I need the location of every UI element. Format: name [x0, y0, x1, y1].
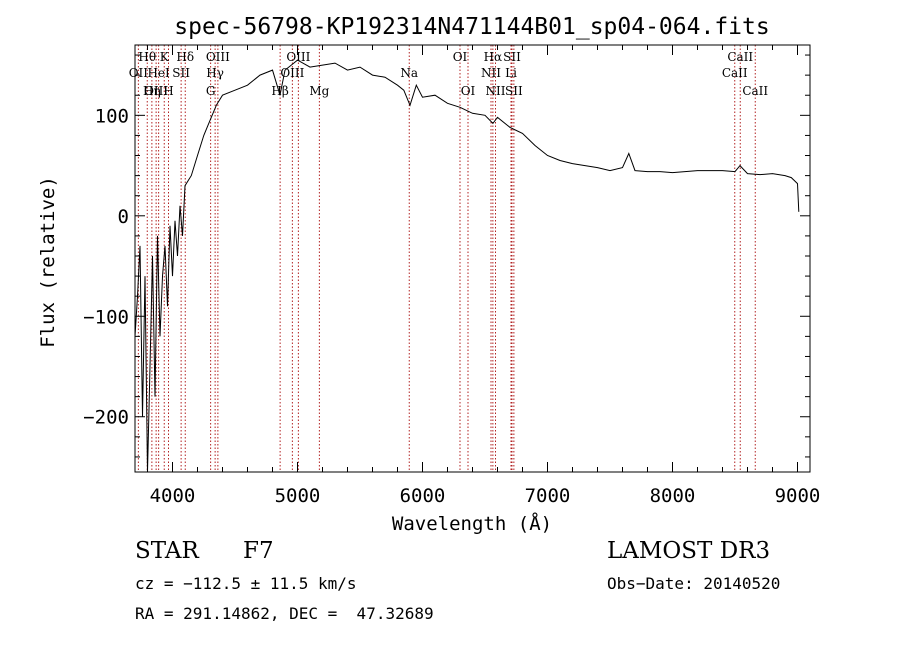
line-label-24: SII	[505, 84, 523, 98]
line-label-16: Na	[400, 66, 418, 80]
line-label-27: CaII	[742, 84, 768, 98]
line-label-21: NII	[481, 66, 501, 80]
x-tick-label: 9000	[775, 485, 821, 507]
y-tick-label: −200	[83, 407, 129, 429]
line-label-2: Hδ	[176, 50, 194, 64]
line-label-8: H	[163, 84, 173, 98]
line-label-12: OIII	[286, 50, 310, 64]
y-axis-label: Flux (relative)	[37, 176, 59, 348]
line-label-7: Hη	[143, 84, 161, 98]
object-class: STAR	[135, 538, 199, 564]
line-label-14: Hβ	[271, 84, 288, 98]
line-label-18: OI	[461, 84, 476, 98]
line-label-10: Hγ	[206, 66, 224, 80]
line-label-9: OIII	[206, 50, 230, 64]
redshift-velocity: cz = −112.5 ± 11.5 km/s	[135, 574, 357, 593]
line-label-23: NII	[486, 84, 506, 98]
line-label-22: Li	[505, 66, 517, 80]
y-tick-label: 100	[95, 105, 129, 127]
line-label-11: G	[206, 84, 216, 98]
x-tick-label: 8000	[650, 485, 696, 507]
chart-title: spec-56798-KP192314N471144B01_sp04-064.f…	[174, 14, 769, 40]
x-tick-label: 5000	[275, 485, 321, 507]
line-label-25: CaII	[727, 50, 753, 64]
coordinates: RA = 291.14862, DEC = 47.32689	[135, 604, 434, 623]
line-label-6: OIII	[144, 84, 168, 98]
spectral-line-markers	[137, 45, 756, 472]
line-label-19: Hα	[484, 50, 503, 64]
plot-frame	[134, 44, 811, 473]
x-tick-label: 6000	[400, 485, 446, 507]
y-tick-label: −100	[83, 306, 129, 328]
spectrum-line	[134, 59, 800, 473]
line-label-20: SII	[503, 50, 521, 64]
object-subclass: F7	[243, 538, 274, 564]
line-label-1: K	[160, 50, 170, 64]
x-tick-label: 4000	[150, 485, 196, 507]
observation-date: Obs−Date: 20140520	[607, 574, 781, 593]
line-label-5: SII	[172, 66, 190, 80]
x-tick-label: 7000	[525, 485, 571, 507]
x-axis-ticks: 4000 5000 6000 7000 8000 9000	[147, 45, 821, 507]
y-axis-ticks: −200 −100 0 100	[83, 54, 810, 458]
survey-name: LAMOST DR3	[607, 538, 771, 564]
line-label-15: Mg	[309, 84, 329, 98]
line-label-17: OI	[453, 50, 468, 64]
line-label-3: OII	[129, 66, 149, 80]
line-label-26: CaII	[722, 66, 748, 80]
x-axis-label: Wavelength (Å)	[392, 512, 552, 535]
y-tick-label: 0	[118, 206, 129, 228]
line-label-4: HeI	[147, 66, 170, 80]
line-label-0: Hθ	[138, 50, 156, 64]
